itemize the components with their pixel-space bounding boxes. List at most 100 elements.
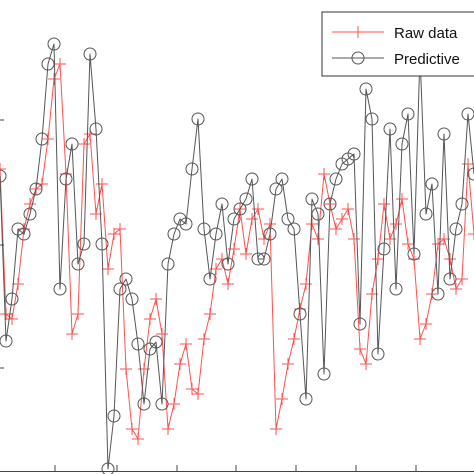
raw-data-point: [372, 253, 384, 265]
predictive-point: [359, 82, 373, 96]
predictive-point: [257, 252, 271, 266]
predictive-point: [137, 397, 151, 411]
raw-data-point: [270, 423, 282, 435]
predictive-point: [323, 197, 337, 211]
predictive-point: [461, 107, 474, 121]
predictive-point: [353, 317, 367, 331]
raw-data-point: [132, 433, 144, 445]
raw-data-point: [282, 358, 294, 370]
raw-data-point: [222, 278, 234, 290]
predictive-point: [17, 227, 31, 241]
raw-data-point: [54, 58, 66, 70]
predictive-point: [71, 257, 85, 271]
raw-data-point: [12, 278, 24, 290]
raw-data-point: [150, 293, 162, 305]
predictive-point: [467, 167, 474, 181]
raw-data-point: [396, 193, 408, 205]
predictive-point: [65, 137, 79, 151]
predictive-point: [0, 334, 13, 348]
raw-data-point: [66, 328, 78, 340]
raw-data-point: [450, 283, 462, 295]
predictive-point: [305, 192, 319, 206]
predictive-point: [59, 172, 73, 186]
predictive-point: [227, 212, 241, 226]
predictive-point: [269, 182, 283, 196]
raw-data-point: [108, 228, 120, 240]
predictive-point: [221, 257, 235, 271]
raw-data-point: [360, 358, 372, 370]
predictive-point: [191, 112, 205, 126]
raw-data-point: [300, 278, 312, 290]
legend-box: [321, 11, 474, 77]
predictive-point: [401, 107, 415, 121]
raw-data-point: [456, 273, 468, 285]
raw-data-point: [462, 158, 474, 170]
predictive-point: [371, 347, 385, 361]
predictive-point: [53, 282, 67, 296]
raw-data-point: [198, 333, 210, 345]
series-raw-data: [0, 58, 474, 445]
predictive-point: [149, 335, 163, 349]
raw-data-point: [48, 73, 60, 85]
raw-data-point: [0, 163, 6, 175]
predictive-point: [35, 132, 49, 146]
predictive-point: [131, 337, 145, 351]
predictive-point: [101, 462, 115, 474]
predictive-point: [77, 237, 91, 251]
predictive-point: [299, 392, 313, 406]
raw-data-point: [144, 313, 156, 325]
predictive-point: [263, 227, 277, 241]
predictive-point: [107, 409, 121, 423]
raw-data-point: [102, 263, 114, 275]
predictive-point: [437, 127, 451, 141]
raw-data-point: [210, 263, 222, 275]
series-predictive: [0, 37, 474, 474]
raw-data-point: [276, 393, 288, 405]
raw-data-point: [96, 178, 108, 190]
raw-data-point: [180, 338, 192, 350]
predictive-point: [395, 137, 409, 151]
predictive-point: [125, 292, 139, 306]
raw-data-point: [342, 203, 354, 215]
raw-data-point: [336, 213, 348, 225]
raw-data-point: [246, 213, 258, 225]
predictive-point: [0, 169, 7, 183]
raw-data-point: [414, 333, 426, 345]
predictive-point: [83, 47, 97, 61]
predictive-point: [377, 242, 391, 256]
predictive-point: [287, 222, 301, 236]
predictive-point: [113, 282, 127, 296]
predictive-point: [311, 207, 325, 221]
raw-data-point: [156, 328, 168, 340]
predictive-point: [209, 227, 223, 241]
predictive-point: [215, 197, 229, 211]
predictive-point: [203, 272, 217, 286]
predictive-point: [185, 162, 199, 176]
predictive-point: [119, 272, 133, 286]
legend-raw-plus-marker: [352, 26, 364, 38]
raw-data-point: [318, 168, 330, 180]
predictive-point: [449, 222, 463, 236]
raw-data-point: [354, 343, 366, 355]
raw-data-point: [114, 223, 126, 235]
raw-data-point: [78, 138, 90, 150]
predictive-point: [179, 217, 193, 231]
predictive-point: [89, 122, 103, 136]
legend-raw-label: Raw data: [394, 25, 458, 42]
series-line-raw-data: [0, 63, 474, 440]
predictive-point: [389, 282, 403, 296]
predictive-point: [407, 247, 421, 261]
raw-data-point: [312, 233, 324, 245]
predictive-point: [245, 172, 259, 186]
raw-data-point: [468, 228, 474, 240]
raw-data-point: [330, 223, 342, 235]
predictive-point: [251, 252, 265, 266]
raw-data-point: [288, 333, 300, 345]
raw-data-point: [162, 423, 174, 435]
plot-area: [0, 37, 474, 474]
predictive-point: [239, 192, 253, 206]
raw-data-point: [306, 218, 318, 230]
raw-data-point: [432, 238, 444, 250]
predictive-point: [5, 292, 19, 306]
